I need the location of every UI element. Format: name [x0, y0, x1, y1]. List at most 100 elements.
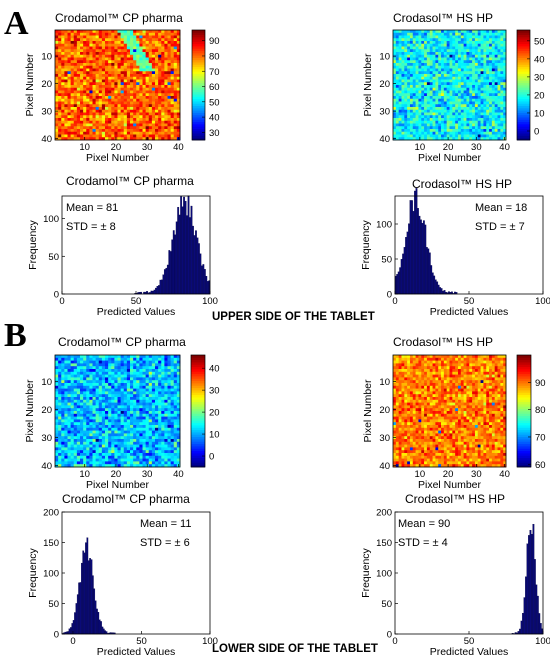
- heatmap-cell: [148, 71, 153, 75]
- heatmap-cell: [130, 60, 134, 64]
- colorbar-step: [192, 80, 205, 84]
- heatmap-cell: [105, 405, 109, 409]
- heatmap-cell: [158, 455, 162, 459]
- heatmap-cell: [435, 38, 439, 42]
- heatmap-cell: [61, 380, 65, 384]
- heatmap-cell: [80, 371, 84, 375]
- heatmap-cell: [155, 120, 159, 124]
- heatmap-cell: [123, 134, 128, 138]
- heatmap-cell: [111, 355, 115, 359]
- heatmap-cell: [145, 374, 150, 378]
- heatmap-cell: [120, 118, 125, 122]
- heatmap-cell: [412, 41, 416, 45]
- heatmap-cell: [424, 71, 428, 75]
- heatmap-cell: [424, 137, 428, 141]
- heatmap-cell: [449, 76, 453, 80]
- heatmap-cell: [83, 447, 87, 451]
- heatmap-cell: [401, 38, 405, 42]
- heatmap-cell: [86, 383, 90, 387]
- heatmap-cell: [61, 419, 65, 423]
- heatmap-cell: [101, 68, 106, 72]
- heatmap-cell: [486, 115, 490, 119]
- heatmap-cell: [108, 38, 112, 42]
- heatmap-cell: [446, 134, 450, 138]
- heatmap-cell: [415, 123, 419, 127]
- heatmap-cell: [105, 30, 109, 34]
- heatmap-cell: [173, 123, 178, 127]
- heatmap-cell: [126, 413, 131, 417]
- heatmap-cell: [443, 65, 448, 69]
- y-tick-label: 20: [41, 79, 52, 90]
- heatmap-cell: [401, 43, 405, 47]
- heatmap-cell: [139, 439, 143, 443]
- heatmap-cell: [151, 98, 156, 102]
- heatmap-cell: [142, 120, 146, 124]
- heatmap-cell: [443, 118, 448, 122]
- heatmap-cell: [409, 129, 414, 133]
- heatmap-cell: [155, 408, 159, 412]
- heatmap-cell: [151, 101, 156, 105]
- heatmap-cell: [61, 439, 65, 443]
- heatmap-cell: [86, 112, 90, 116]
- heatmap-cell: [449, 30, 453, 34]
- heatmap-cell: [455, 60, 459, 64]
- heatmap-cell: [421, 74, 425, 78]
- heatmap-cell: [73, 385, 78, 389]
- heatmap-cell: [164, 112, 168, 116]
- heatmap-cell: [412, 54, 416, 58]
- heatmap-cell: [142, 385, 146, 389]
- heatmap-cell: [108, 416, 112, 420]
- heatmap-cell: [167, 363, 171, 367]
- heatmap-cell: [142, 90, 146, 94]
- heatmap-cell: [145, 413, 150, 417]
- heatmap-cell: [73, 137, 78, 141]
- heatmap-cell: [130, 360, 134, 364]
- heatmap-cell: [443, 134, 448, 138]
- heatmap-cell: [472, 57, 476, 61]
- heatmap-cell: [98, 131, 103, 135]
- heatmap-cell: [472, 49, 476, 53]
- heatmap-cell: [86, 104, 90, 108]
- colorbar-step: [517, 52, 530, 56]
- heatmap-cell: [491, 131, 496, 135]
- heatmap-cell: [158, 391, 162, 395]
- heatmap-cell: [86, 369, 90, 373]
- heatmap-cell: [89, 455, 93, 459]
- heatmap-cell: [70, 49, 75, 53]
- heatmap-cell: [497, 71, 501, 75]
- heatmap-cell: [164, 444, 168, 448]
- heatmap-cell: [126, 76, 131, 80]
- heatmap-cell: [176, 441, 181, 445]
- heatmap-cell: [111, 101, 115, 105]
- heatmap-cell: [398, 38, 402, 42]
- heatmap-cell: [466, 43, 470, 47]
- heatmap-cell: [477, 32, 481, 36]
- heatmap-cell: [412, 104, 416, 108]
- heatmap-cell: [64, 131, 68, 135]
- heatmap-cell: [89, 71, 93, 75]
- colorbar-tick-label: 0: [534, 126, 539, 137]
- heatmap-cell: [136, 369, 140, 373]
- heatmap-cell: [64, 380, 68, 384]
- heatmap-cell: [117, 447, 121, 451]
- heatmap-cell: [148, 38, 153, 42]
- heatmap-cell: [151, 402, 156, 406]
- heatmap-cell: [409, 38, 414, 42]
- heatmap-cell: [114, 430, 118, 434]
- heatmap-cell: [86, 366, 90, 370]
- heatmap-cell: [67, 46, 71, 50]
- heatmap-cell: [98, 444, 103, 448]
- heatmap-cell: [123, 35, 128, 39]
- heatmap-cell: [117, 112, 121, 116]
- heatmap-cell: [497, 54, 501, 58]
- heatmap-cell: [446, 46, 450, 50]
- heatmap-cell: [117, 76, 121, 80]
- heatmap-cell: [173, 394, 178, 398]
- heatmap-cell: [108, 74, 112, 78]
- heatmap-cell: [98, 46, 103, 50]
- heatmap-cell: [95, 427, 100, 431]
- heatmap-cell: [67, 455, 71, 459]
- heatmap-cell: [58, 112, 62, 116]
- heatmap-cell: [108, 433, 112, 437]
- heatmap-cell: [463, 134, 467, 138]
